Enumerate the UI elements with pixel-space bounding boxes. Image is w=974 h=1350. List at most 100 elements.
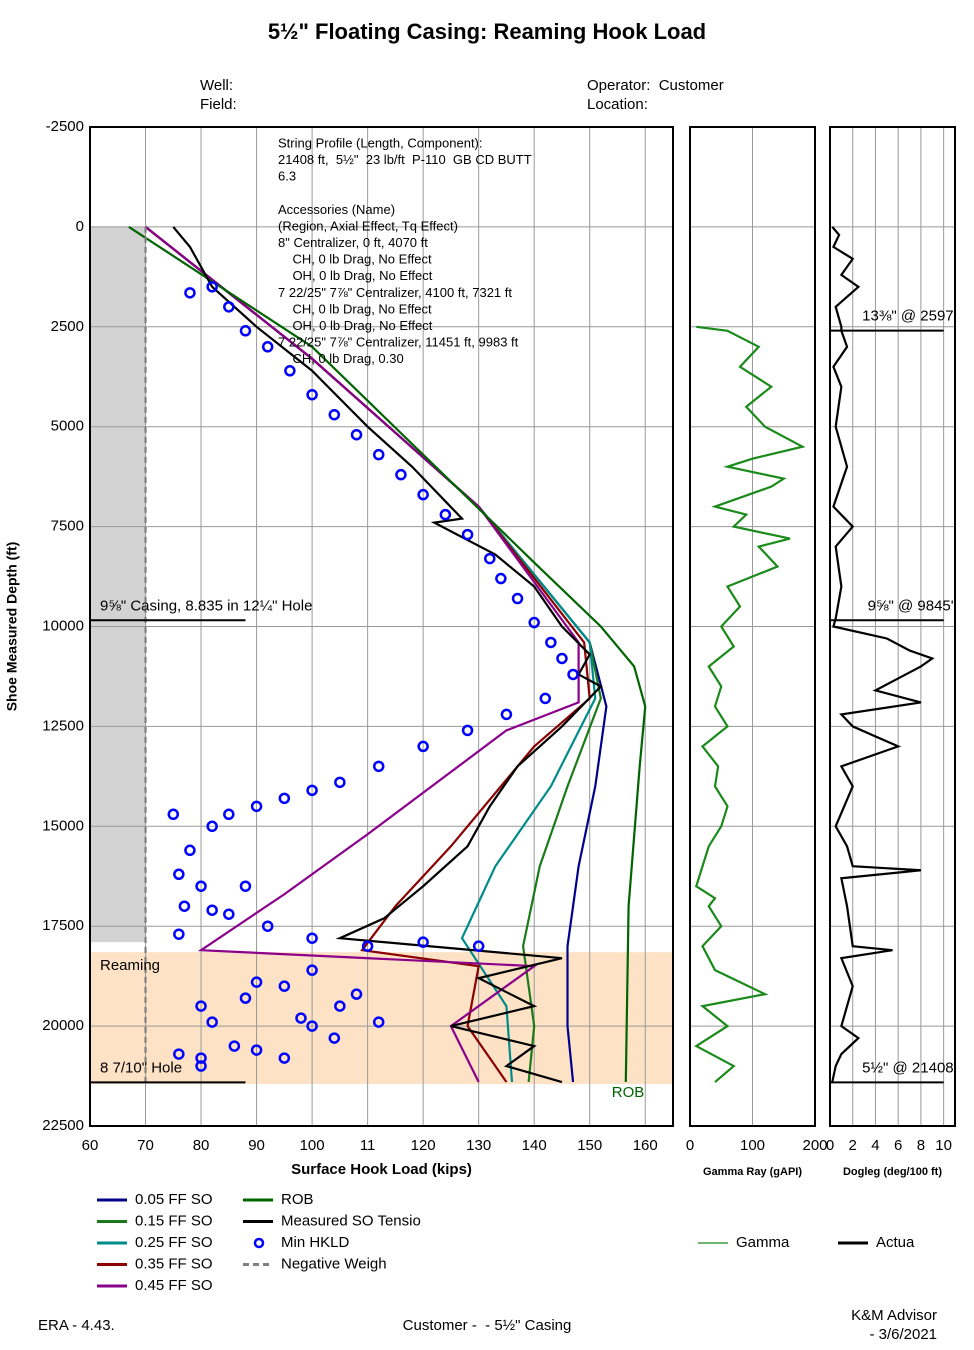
data-point: [278, 792, 291, 805]
data-point: [484, 552, 496, 565]
y-tick-label: 5000: [51, 418, 84, 435]
data-point: [261, 341, 274, 353]
y-tick-label: 22500: [42, 1117, 84, 1134]
footer-center: Customer - - 5½" Casing: [403, 1317, 572, 1334]
data-point: [173, 928, 185, 940]
data-point: [250, 976, 263, 988]
legend-label: Negative Weigh: [281, 1255, 387, 1272]
data-point: [417, 740, 429, 753]
y-tick-label: 20000: [42, 1017, 84, 1034]
note: Accessories (Name): [278, 202, 395, 217]
location: Location:: [587, 96, 648, 113]
data-point: [461, 528, 474, 541]
data-point: [206, 820, 218, 833]
data-point: [306, 784, 318, 797]
data-point: [350, 428, 363, 441]
data-point: [223, 808, 235, 821]
data-point: [195, 880, 207, 892]
data-point: [306, 964, 318, 976]
x-tick-label: 90: [248, 1137, 265, 1154]
legend-label: 0.35 FF SO: [135, 1255, 213, 1272]
data-point: [500, 708, 513, 721]
legend-symbol: [253, 1237, 265, 1249]
note: CH, 0 lb Drag, No Effect: [278, 301, 432, 316]
data-point: [461, 724, 474, 737]
frame: [829, 126, 956, 1127]
region-label: Reaming: [100, 957, 160, 974]
data-point: [350, 988, 363, 1000]
data-point: [239, 992, 252, 1004]
y-tick-label: 15000: [42, 817, 84, 834]
data-point: [417, 488, 429, 501]
frame: [689, 126, 816, 1127]
note: String Profile (Length, Component):: [278, 135, 483, 150]
title: 5½" Floating Casing: Reaming Hook Load: [268, 19, 706, 44]
plot-area: [830, 127, 955, 1126]
x-tick-label: 4: [871, 1137, 879, 1154]
x-tick-label: 10: [935, 1137, 952, 1154]
legend-label: Measured SO Tensio: [281, 1212, 421, 1229]
data-point: [528, 616, 540, 629]
x-tick-label: 80: [193, 1137, 210, 1154]
data-point: [328, 408, 341, 421]
x-axis-label: Dogleg (deg/100 ft): [843, 1166, 942, 1178]
footer-right: - 3/6/2021: [865, 1326, 937, 1343]
well: Well:: [200, 77, 233, 94]
series-line: [172, 226, 603, 1084]
plot-area: [690, 127, 815, 1126]
x-tick-label: 100: [300, 1137, 325, 1154]
data-point: [284, 365, 296, 377]
x-tick-label: 200: [802, 1137, 827, 1154]
data-point: [278, 980, 291, 992]
note: CH, 0 lb Drag, No Effect: [278, 252, 432, 267]
data-point: [372, 760, 385, 773]
data-point: [306, 388, 318, 401]
data-point: [195, 1000, 207, 1012]
data-point: [167, 808, 180, 821]
legend-label: Actua: [876, 1234, 915, 1251]
data-point: [395, 468, 407, 481]
data-point: [472, 940, 485, 952]
data-point: [178, 900, 191, 912]
y-tick-label: 10000: [42, 617, 84, 634]
field: Field:: [200, 96, 237, 113]
x-tick-label: 60: [82, 1137, 99, 1154]
data-point: [228, 1040, 241, 1052]
footer-right: K&M Advisor: [851, 1307, 937, 1324]
x-tick-label: 0: [686, 1137, 694, 1154]
data-point: [556, 652, 568, 665]
y-axis-label: Shoe Measured Depth (ft): [4, 542, 20, 712]
x-axis-label: Surface Hook Load (kips): [291, 1161, 472, 1178]
data-point: [278, 1052, 291, 1064]
data-point: [334, 1000, 346, 1012]
note: 7 22/25" 7⅞" Centralizer, 11451 ft, 9983…: [278, 335, 519, 350]
legend-label: Gamma: [736, 1234, 790, 1251]
shoe-label: 5½" @ 21408: [862, 1059, 953, 1076]
shoe-label: 9⅝" @ 9845': [868, 597, 954, 614]
x-tick-label: 0: [826, 1137, 834, 1154]
note: 6.3: [278, 169, 296, 184]
y-tick-label: 2500: [51, 318, 84, 335]
data-point: [184, 844, 196, 857]
note: 21408 ft, 5½" 23 lb/ft P-110 GB CD BUTT: [278, 152, 532, 167]
shoe-label: 13⅜" @ 2597: [862, 308, 953, 325]
y-tick-label: 17500: [42, 917, 84, 934]
data-point: [511, 592, 524, 605]
x-tick-label: 6: [894, 1137, 902, 1154]
legend-label: 0.25 FF SO: [135, 1234, 213, 1251]
operator: Operator: Customer: [587, 77, 724, 94]
note: 7 22/25" 7⅞" Centralizer, 4100 ft, 7321 …: [278, 285, 512, 300]
data-point: [306, 932, 318, 944]
data-point: [567, 668, 579, 681]
data-point: [184, 287, 196, 299]
series-line: [694, 325, 806, 1083]
x-tick-label: 150: [577, 1137, 602, 1154]
x-tick-label: 140: [522, 1137, 547, 1154]
data-point: [239, 880, 252, 892]
x-tick-label: 70: [137, 1137, 154, 1154]
series-line: [128, 225, 647, 1083]
x-tick-label: 130: [466, 1137, 491, 1154]
x-tick-label: 160: [633, 1137, 658, 1154]
data-point: [439, 508, 452, 521]
data-point: [328, 1032, 341, 1044]
